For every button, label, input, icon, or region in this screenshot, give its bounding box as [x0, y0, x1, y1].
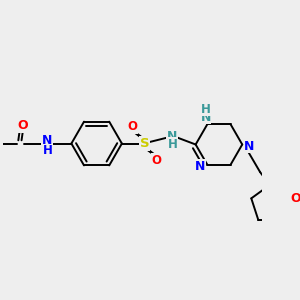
Text: N: N	[244, 140, 255, 153]
Text: O: O	[18, 119, 28, 132]
Text: N: N	[42, 134, 52, 147]
Text: S: S	[140, 137, 149, 150]
Text: O: O	[290, 192, 300, 205]
Text: N: N	[195, 160, 206, 173]
Text: H: H	[201, 103, 211, 116]
Text: N: N	[167, 130, 177, 143]
Text: N: N	[200, 111, 211, 124]
Text: H: H	[167, 138, 177, 151]
Text: O: O	[127, 120, 137, 133]
Text: H: H	[43, 144, 52, 157]
Text: O: O	[152, 154, 162, 167]
